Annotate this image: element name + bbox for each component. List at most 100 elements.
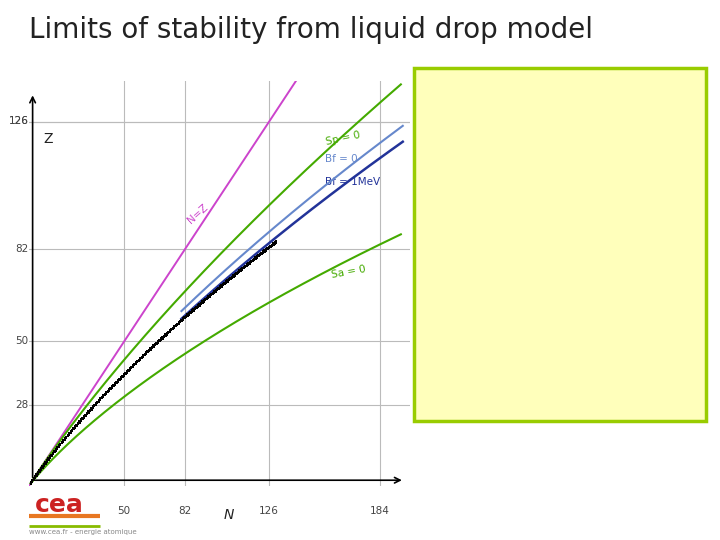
Bar bbox=[145, 352, 148, 355]
Bar bbox=[107, 390, 109, 393]
Bar bbox=[234, 273, 236, 276]
Bar bbox=[212, 292, 214, 295]
Bar bbox=[215, 289, 217, 293]
Text: 82: 82 bbox=[179, 507, 192, 516]
Bar bbox=[118, 377, 121, 381]
Bar bbox=[247, 262, 249, 266]
Text: cea: cea bbox=[35, 494, 84, 517]
Text: 50: 50 bbox=[117, 507, 131, 516]
Bar bbox=[248, 261, 251, 265]
Bar bbox=[171, 327, 174, 330]
Bar bbox=[80, 418, 82, 422]
Bar bbox=[71, 429, 73, 432]
Bar bbox=[35, 473, 37, 476]
Bar bbox=[148, 349, 150, 352]
Bar bbox=[203, 299, 205, 303]
Bar bbox=[117, 379, 119, 382]
Bar bbox=[70, 430, 72, 434]
Bar bbox=[225, 280, 228, 284]
Bar bbox=[93, 404, 96, 407]
Bar bbox=[223, 282, 225, 285]
Bar bbox=[173, 325, 176, 329]
Bar bbox=[120, 376, 122, 380]
Bar bbox=[195, 306, 197, 309]
Bar bbox=[199, 302, 202, 305]
Bar bbox=[253, 258, 256, 261]
Bar bbox=[130, 366, 132, 369]
Bar bbox=[170, 328, 172, 332]
Bar bbox=[77, 422, 79, 426]
Text: 50: 50 bbox=[16, 336, 29, 346]
Bar bbox=[197, 305, 199, 308]
Bar bbox=[125, 372, 127, 375]
Bar bbox=[201, 300, 204, 304]
Bar bbox=[269, 245, 271, 248]
Bar bbox=[30, 482, 32, 485]
Text: •: • bbox=[423, 208, 431, 221]
Bar bbox=[164, 333, 166, 337]
Bar bbox=[58, 444, 60, 448]
Bar bbox=[96, 401, 99, 404]
Bar bbox=[174, 324, 177, 327]
Bar bbox=[167, 330, 169, 334]
Bar bbox=[146, 350, 149, 354]
Text: Stability = balance
between surface and coulomb: Stability = balance between surface and … bbox=[421, 78, 600, 106]
Bar bbox=[53, 450, 55, 454]
Bar bbox=[188, 312, 190, 315]
Bar bbox=[259, 253, 261, 256]
Bar bbox=[142, 354, 144, 357]
Bar bbox=[207, 295, 210, 299]
Text: Sp = 0: Sp = 0 bbox=[325, 130, 361, 147]
Bar bbox=[126, 370, 128, 374]
Bar bbox=[163, 335, 165, 338]
Bar bbox=[156, 342, 158, 345]
Bar bbox=[153, 345, 155, 348]
Bar bbox=[238, 269, 240, 273]
Bar bbox=[102, 394, 104, 398]
Bar bbox=[266, 247, 269, 251]
Text: Limits of stability from liquid drop model: Limits of stability from liquid drop mod… bbox=[29, 16, 593, 44]
Text: www.cea.fr - energie atomique: www.cea.fr - energie atomique bbox=[29, 529, 136, 535]
Text: •: • bbox=[423, 130, 431, 143]
Bar bbox=[230, 277, 232, 280]
Bar bbox=[105, 392, 107, 395]
Bar bbox=[63, 437, 66, 441]
Bar bbox=[216, 288, 218, 292]
Bar bbox=[81, 417, 84, 420]
Bar bbox=[87, 410, 89, 414]
Bar bbox=[129, 367, 131, 370]
Bar bbox=[101, 396, 103, 400]
Bar bbox=[99, 397, 102, 401]
Bar bbox=[161, 336, 163, 340]
Bar bbox=[112, 383, 114, 387]
Bar bbox=[60, 441, 63, 444]
Bar bbox=[198, 303, 201, 307]
Bar bbox=[56, 446, 58, 450]
Bar bbox=[240, 268, 242, 272]
Bar bbox=[108, 388, 110, 392]
Bar bbox=[104, 393, 106, 396]
Bar bbox=[166, 332, 168, 335]
Text: Bf = 0: Bf = 0 bbox=[325, 154, 357, 164]
Bar bbox=[90, 407, 93, 410]
Bar bbox=[32, 477, 35, 481]
Bar bbox=[52, 452, 54, 455]
Bar bbox=[264, 249, 266, 253]
Bar bbox=[191, 309, 193, 313]
Bar bbox=[160, 338, 162, 341]
Bar bbox=[265, 248, 267, 252]
Bar bbox=[48, 457, 50, 461]
Bar bbox=[192, 308, 194, 312]
Text: ~ 1/50 Z² / A: ~ 1/50 Z² / A bbox=[436, 189, 511, 202]
Bar bbox=[140, 356, 143, 359]
Bar bbox=[222, 283, 224, 286]
Bar bbox=[43, 463, 45, 467]
Text: •: • bbox=[423, 227, 431, 240]
Text: 126: 126 bbox=[259, 507, 279, 516]
Bar bbox=[133, 363, 135, 366]
Bar bbox=[37, 471, 40, 475]
Bar bbox=[62, 439, 64, 443]
Bar bbox=[138, 359, 140, 362]
Bar bbox=[237, 271, 239, 274]
Bar bbox=[184, 316, 186, 320]
